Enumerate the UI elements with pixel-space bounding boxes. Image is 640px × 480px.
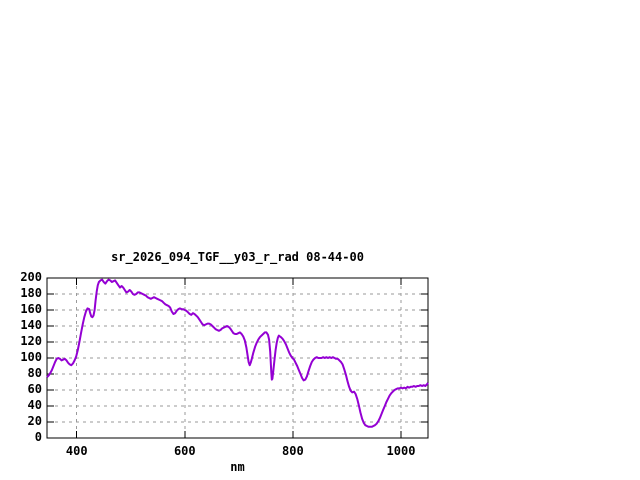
x-tick-label: 800: [282, 444, 304, 458]
chart-title: sr_2026_094_TGF__y03_r_rad 08-44-00: [111, 250, 364, 264]
y-tick-label: 180: [20, 286, 42, 300]
y-tick-label: 20: [27, 414, 42, 428]
y-tick-label: 160: [20, 302, 42, 316]
plot-border: [46, 277, 429, 439]
y-tick-label: 140: [20, 318, 42, 332]
y-tick-label: 120: [20, 334, 42, 348]
x-tick-label: 400: [65, 444, 88, 458]
y-tick-label: 40: [27, 398, 42, 412]
y-tick-label: 200: [20, 270, 42, 284]
x-tick-label: 1000: [386, 444, 416, 458]
x-axis-label: nm: [230, 460, 245, 474]
y-tick-label: 80: [27, 366, 42, 380]
y-tick-label: 0: [34, 430, 42, 444]
x-tick-label: 600: [173, 444, 196, 458]
data-line-spectral-radiance: [46, 278, 429, 428]
y-tick-label: 100: [20, 350, 42, 364]
y-tick-label: 60: [27, 382, 42, 396]
